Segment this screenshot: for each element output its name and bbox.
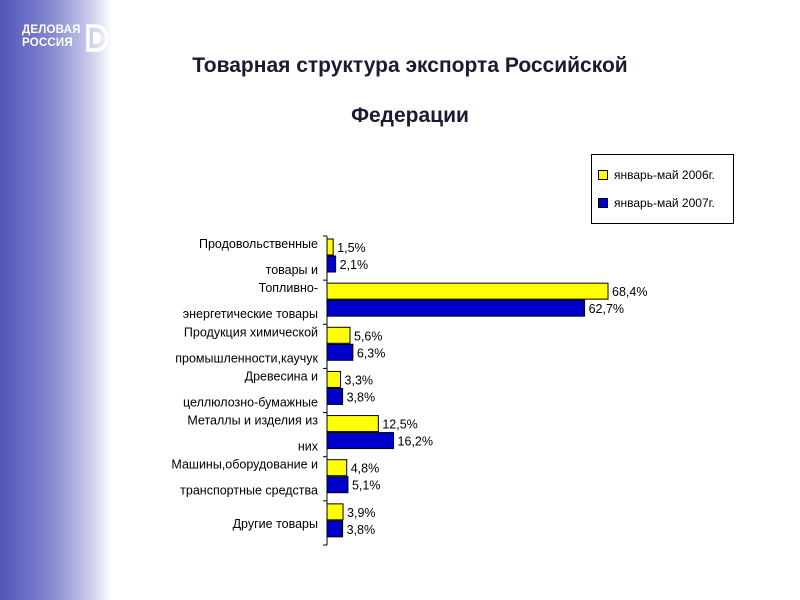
data-label-2007: 3,8% — [347, 523, 376, 537]
chart-legend: январь-май 2006г. январь-май 2007г. — [591, 154, 734, 224]
category-label: Продукция химической — [184, 325, 318, 339]
bar-2006 — [326, 459, 348, 477]
data-label-2006: 3,3% — [345, 373, 374, 387]
side-gradient-band — [0, 0, 112, 600]
category-label: Продовольственные — [199, 237, 318, 251]
category-label: промышленности,каучук — [175, 351, 318, 365]
data-label-2007: 6,3% — [357, 346, 386, 360]
legend-item-2006: январь-май 2006г. — [598, 167, 715, 183]
category-label: них — [298, 440, 319, 454]
logo: ДЕЛОВАЯ РОССИЯ — [22, 22, 110, 56]
legend-item-2007: январь-май 2007г. — [598, 195, 715, 211]
bar-2007 — [326, 520, 344, 538]
data-label-2007: 16,2% — [398, 435, 433, 449]
data-label-2007: 2,1% — [340, 258, 369, 272]
category-label: Машины,оборудование и — [171, 458, 318, 472]
bar-2006 — [326, 326, 351, 344]
data-label-2007: 3,8% — [347, 390, 376, 404]
bar-2007 — [326, 299, 586, 317]
bar-2006 — [326, 415, 379, 433]
bar-2007 — [326, 476, 349, 494]
category-label: Древесина и — [245, 369, 318, 383]
legend-swatch-2006 — [598, 169, 608, 180]
legend-label-2006: январь-май 2006г. — [614, 167, 715, 182]
data-label-2006: 4,8% — [351, 462, 380, 476]
bar-2006 — [326, 282, 609, 300]
legend-swatch-2007 — [598, 197, 608, 208]
data-label-2006: 5,6% — [354, 329, 383, 343]
data-label-2006: 68,4% — [612, 285, 647, 299]
page-title-line1: Товарная структура экспорта Российской — [192, 54, 628, 77]
bar-2007 — [326, 387, 344, 405]
category-label: товары и — [266, 263, 318, 277]
data-label-2007: 62,7% — [589, 302, 624, 316]
category-label: целлюлозно-бумажные — [183, 395, 318, 409]
page-title-line2: Федерации — [351, 104, 469, 127]
category-label: транспортные средства — [180, 484, 318, 498]
category-label: Другие товары — [233, 517, 318, 531]
category-label: Топливно- — [259, 281, 318, 295]
bar-2006 — [326, 503, 344, 521]
logo-line1: ДЕЛОВАЯ — [22, 24, 81, 36]
bar-2007 — [326, 255, 337, 273]
data-label-2006: 1,5% — [337, 241, 366, 255]
bar-2006 — [326, 238, 334, 256]
data-label-2006: 12,5% — [382, 418, 417, 432]
bar-2006 — [326, 370, 342, 388]
data-label-2007: 5,1% — [352, 479, 381, 493]
category-label: энергетические товары — [183, 307, 318, 321]
bar-2007 — [326, 432, 395, 450]
legend-label-2007: январь-май 2007г. — [614, 195, 715, 210]
category-label: Металлы и изделия из — [187, 414, 318, 428]
bar-2007 — [326, 343, 354, 361]
logo-line2: РОССИЯ — [22, 37, 73, 49]
data-label-2006: 3,9% — [347, 506, 376, 520]
logo-d-icon — [86, 24, 108, 52]
